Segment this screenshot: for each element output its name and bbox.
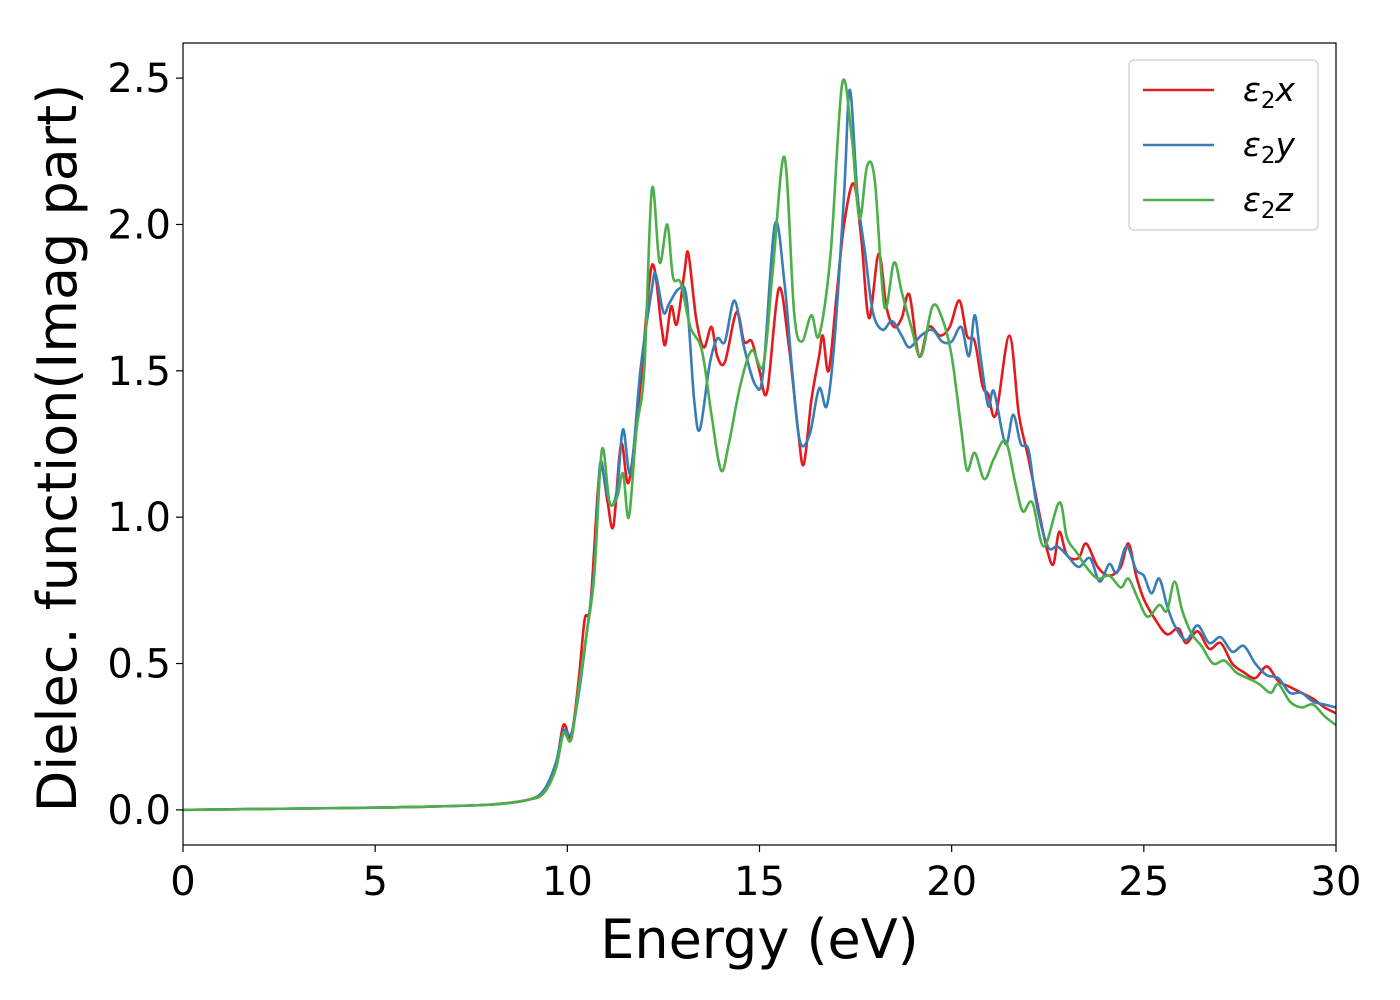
legend-subscript: 2 [1261,88,1276,114]
legend-symbol: ε [1243,125,1261,164]
x-axis: 0 5 10 15 20 25 30 [170,845,1361,905]
y-tick-label: 2.0 [107,202,171,248]
y-axis: 0.0 0.5 1.0 1.5 2.0 2.5 [107,56,183,834]
y-tick-label: 0.5 [107,642,171,688]
x-tick-label: 25 [1118,859,1169,905]
y-tick-label: 2.5 [107,56,171,102]
x-tick-label: 0 [170,859,195,905]
legend-axis-letter: z [1274,180,1293,219]
legend-axis-letter: y [1274,125,1295,164]
legend-entry-y: ε2y [1243,125,1295,169]
legend-entry-x: ε2x [1243,70,1295,114]
legend-symbol: ε [1243,180,1261,219]
legend-symbol: ε [1243,70,1261,109]
x-axis-label: Energy (eV) [600,908,919,971]
legend-entry-z: ε2z [1243,180,1293,224]
y-tick-label: 1.5 [107,349,171,395]
x-tick-label: 20 [926,859,977,905]
series-lines [183,78,1336,812]
y-tick-label: 1.0 [107,495,171,541]
legend-box [1128,59,1319,231]
y-axis-label: Dielec. function(Imag part) [26,84,89,813]
x-tick-label: 10 [542,859,593,905]
legend-axis-letter: x [1274,70,1295,109]
x-tick-label: 15 [734,859,785,905]
series-line-z [183,78,1336,812]
x-tick-label: 30 [1311,859,1362,905]
series-line-x [183,182,1336,812]
legend-subscript: 2 [1261,198,1276,224]
legend-subscript: 2 [1261,143,1276,169]
x-tick-label: 5 [362,859,387,905]
y-tick-label: 0.0 [107,788,171,834]
series-line-y [183,88,1336,812]
